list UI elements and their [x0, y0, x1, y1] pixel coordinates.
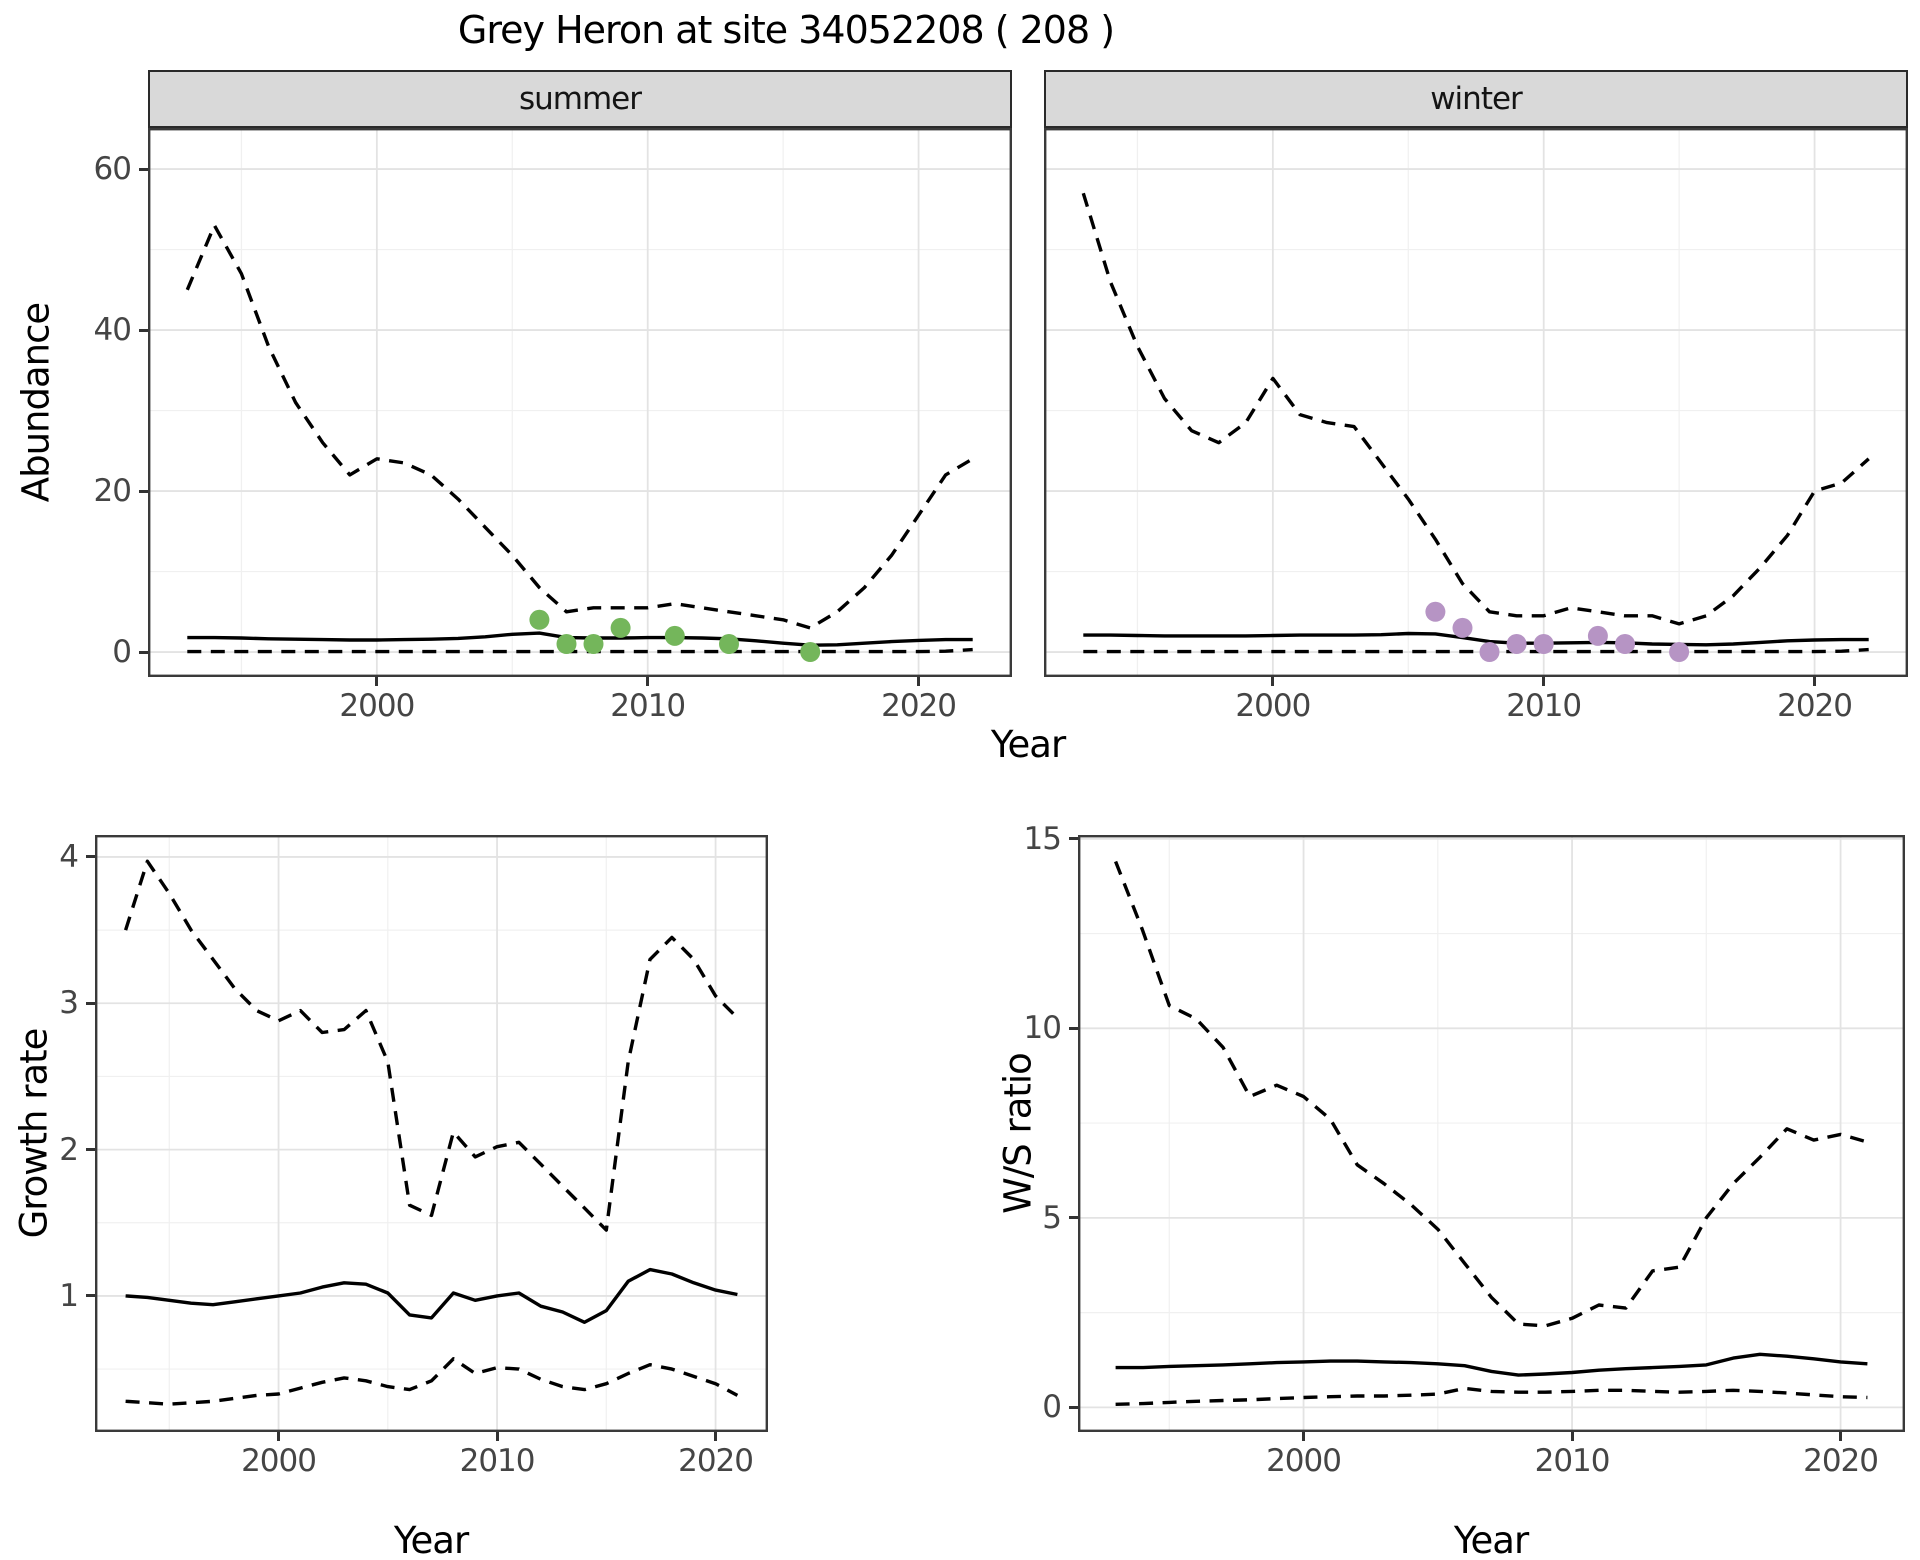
series-line-median: [1115, 1352, 1868, 1377]
y-tick-mark: [86, 1294, 95, 1298]
panel-border: [95, 835, 768, 1432]
y-tick-label: 0: [1042, 1389, 1062, 1426]
x-tick-mark: [917, 677, 921, 686]
series-line-lower-95-ci: [187, 647, 973, 654]
panel-abundance-winter: [1044, 128, 1908, 677]
facet-strip-winter: winter: [1044, 70, 1908, 128]
data-point: [1452, 617, 1473, 638]
data-point: [1533, 634, 1554, 654]
x-tick-mark: [1570, 1432, 1574, 1441]
x-tick-label: 2000: [1266, 1443, 1342, 1479]
series-line-upper-95-ci: [1114, 860, 1868, 1328]
data-point: [1425, 601, 1446, 622]
facet-strip-winter-label: winter: [1430, 81, 1523, 117]
panel-border: [1044, 128, 1908, 677]
y-tick-label: 60: [93, 151, 132, 188]
y-tick-label: 1: [59, 1277, 79, 1314]
series-line-median: [125, 1267, 738, 1324]
x-tick-label: 2020: [881, 688, 957, 724]
series-line-median: [1083, 631, 1869, 647]
series-line-lower-95-ci: [1083, 647, 1869, 654]
series-line-median: [187, 631, 973, 647]
y-tick-label: 20: [93, 473, 132, 510]
panel-ws-ratio: [1078, 835, 1905, 1432]
y-tick-mark: [139, 167, 148, 171]
y-tick-mark: [86, 1001, 95, 1005]
y-axis-title-ws-ratio: W/S ratio: [996, 1053, 1040, 1214]
x-axis-title-year-bottom-right: Year: [1453, 1519, 1529, 1560]
data-point: [1669, 642, 1690, 662]
data-point: [610, 617, 631, 638]
data-point: [664, 625, 685, 646]
facet-strip-summer-label: summer: [518, 81, 642, 117]
y-tick-mark: [139, 328, 148, 332]
x-tick-mark: [646, 677, 650, 686]
data-point: [1479, 642, 1500, 662]
y-tick-mark: [1069, 1026, 1078, 1030]
series-line-upper-95-ci: [123, 859, 739, 1232]
y-axis-title-abundance: Abundance: [14, 302, 58, 503]
y-tick-label: 0: [112, 634, 132, 671]
x-tick-label: 2010: [1534, 1443, 1611, 1479]
series-line-upper-95-ci: [185, 223, 974, 630]
series-line-lower-95-ci: [125, 1357, 739, 1406]
x-tick-mark: [1542, 677, 1546, 686]
y-tick-mark: [86, 855, 95, 859]
data-point: [583, 634, 604, 654]
data-point: [1587, 625, 1608, 646]
y-tick-label: 10: [1023, 1010, 1062, 1047]
data-point: [1506, 634, 1527, 654]
data-point: [1615, 634, 1635, 654]
x-tick-label: 2000: [339, 688, 415, 724]
x-tick-label: 2010: [459, 1443, 536, 1479]
x-tick-label: 2020: [1803, 1443, 1879, 1479]
x-tick-label: 2010: [610, 688, 686, 724]
x-tick-label: 2010: [1506, 688, 1582, 724]
x-axis-title-year-bottom-left: Year: [393, 1519, 469, 1560]
x-tick-label: 2000: [1235, 688, 1311, 724]
data-point: [800, 642, 821, 662]
y-tick-mark: [1069, 1405, 1078, 1409]
x-tick-mark: [375, 677, 379, 686]
panel-abundance-summer: [148, 128, 1012, 677]
y-tick-label: 2: [59, 1131, 79, 1168]
x-tick-mark: [1302, 1432, 1306, 1441]
y-tick-label: 5: [1042, 1199, 1062, 1236]
data-point: [556, 634, 577, 654]
x-tick-mark: [1271, 677, 1275, 686]
x-tick-label: 2020: [1777, 688, 1853, 724]
x-tick-label: 2000: [241, 1443, 317, 1479]
y-tick-mark: [1069, 837, 1078, 841]
y-tick-mark: [139, 650, 148, 654]
x-axis-title-year-top: Year: [990, 723, 1066, 766]
plot-title: Grey Heron at site 34052208 ( 208 ): [457, 8, 1115, 52]
y-tick-label: 40: [93, 312, 132, 349]
x-tick-mark: [277, 1432, 281, 1441]
data-point: [719, 634, 739, 654]
y-tick-label: 15: [1023, 820, 1062, 857]
panel-growth-rate: [95, 835, 768, 1432]
series-line-lower-95-ci: [1115, 1386, 1868, 1406]
y-tick-label: 4: [59, 838, 79, 875]
x-tick-mark: [714, 1432, 718, 1441]
series-line-upper-95-ci: [1081, 192, 1870, 626]
y-tick-mark: [1069, 1216, 1078, 1220]
x-tick-mark: [1839, 1432, 1843, 1441]
x-tick-label: 2020: [678, 1443, 754, 1479]
panel-border: [1078, 835, 1905, 1432]
facet-strip-summer: summer: [148, 70, 1012, 128]
y-tick-mark: [139, 489, 148, 493]
y-tick-mark: [86, 1148, 95, 1152]
y-tick-label: 3: [59, 985, 79, 1022]
x-tick-mark: [1813, 677, 1817, 686]
x-tick-mark: [495, 1432, 499, 1441]
panel-border: [148, 128, 1012, 677]
data-point: [529, 609, 550, 630]
